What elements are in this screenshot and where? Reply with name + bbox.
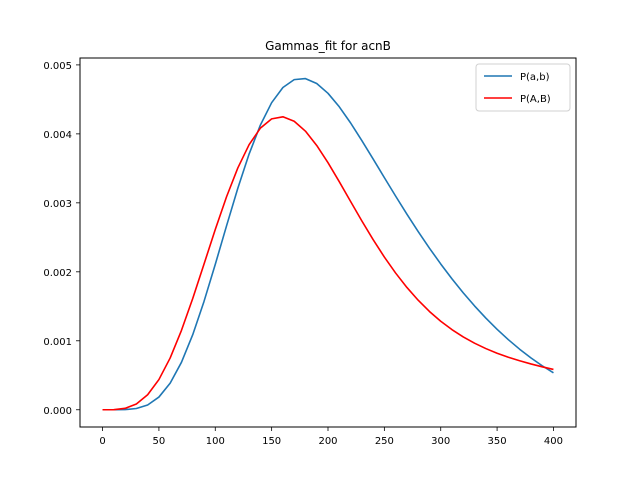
x-tick-label: 100 <box>206 436 225 447</box>
x-tick-label: 150 <box>262 436 281 447</box>
x-tick-label: 250 <box>375 436 394 447</box>
axes: 0 50 100 150 200 250 300 350 400 0.000 0.001 0.002 0… <box>43 57 577 447</box>
y-tick-label: 0.002 <box>43 268 72 279</box>
y-tick-label: 0.000 <box>43 406 72 417</box>
x-tick-label: 300 <box>431 436 450 447</box>
legend: P(a,b) P(A,B) <box>475 63 571 112</box>
x-tick-label: 200 <box>318 436 337 447</box>
legend-label-1: P(a,b) <box>520 72 550 83</box>
y-tick-label: 0.005 <box>43 61 72 72</box>
y-tick-label: 0.003 <box>43 199 72 210</box>
chart-title: Gammas_fit for acnB <box>265 39 391 53</box>
x-tick-label: 0 <box>99 436 105 447</box>
series-line-1 <box>102 77 554 411</box>
x-tick-label: 50 <box>153 436 166 447</box>
x-tick-label: 400 <box>544 436 563 447</box>
series-line-2 <box>102 115 554 411</box>
x-tick-label: 350 <box>488 436 507 447</box>
y-tick-label: 0.001 <box>43 337 72 348</box>
legend-label-2: P(A,B) <box>520 94 551 105</box>
y-tick-label: 0.004 <box>43 130 72 141</box>
plot-area <box>102 77 554 411</box>
